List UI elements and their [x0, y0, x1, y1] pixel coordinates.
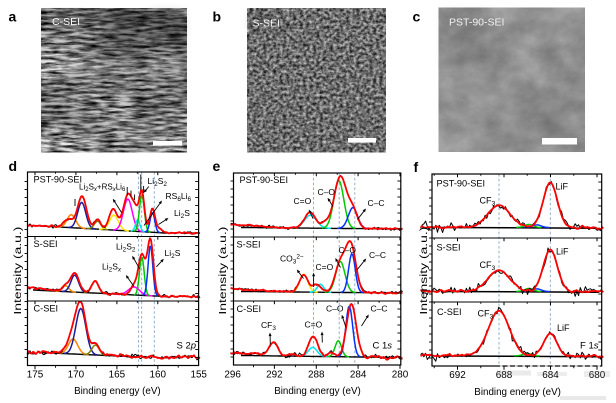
svg-text:680: 680 — [589, 370, 606, 381]
svg-text:S-SEI: S-SEI — [34, 239, 58, 249]
svg-text:Li2​S: Li2​S — [174, 208, 190, 220]
svg-text:PST-90-SEI: PST-90-SEI — [240, 175, 289, 185]
svg-text:d: d — [9, 158, 18, 174]
svg-text:a: a — [9, 9, 17, 25]
svg-text:e: e — [213, 158, 221, 174]
svg-text:Li2​S2​: Li2​S2​ — [116, 242, 136, 254]
svg-text:284: 284 — [350, 370, 367, 381]
svg-text:CO3​2−​: CO3​2−​ — [280, 254, 304, 266]
svg-text:b: b — [213, 9, 222, 25]
svg-text:170: 170 — [68, 370, 85, 381]
svg-text:PST-90-SEI: PST-90-SEI — [34, 175, 83, 185]
svg-text:Intensity (a.u.): Intensity (a.u.) — [13, 227, 24, 315]
svg-text:LiF: LiF — [557, 323, 570, 333]
svg-text:684: 684 — [542, 370, 559, 381]
svg-text:288: 288 — [308, 370, 325, 381]
svg-text:C–O: C–O — [339, 245, 357, 255]
svg-text:PST-90-SEI: PST-90-SEI — [437, 179, 486, 189]
svg-text:PST-90-SEI: PST-90-SEI — [449, 17, 504, 29]
svg-text:280: 280 — [392, 370, 409, 381]
svg-text:C–C: C–C — [371, 304, 388, 314]
svg-text:S-SEI: S-SEI — [437, 243, 461, 253]
svg-text:S-SEI: S-SEI — [253, 18, 280, 30]
svg-text:296: 296 — [224, 370, 241, 381]
svg-text:C–C: C–C — [368, 198, 385, 208]
svg-text:292: 292 — [266, 370, 282, 381]
svg-text:C=O: C=O — [316, 262, 334, 272]
svg-text:LiF: LiF — [556, 182, 569, 192]
svg-text:Li2​S2​: Li2​S2​ — [148, 176, 168, 188]
svg-text:S-SEI: S-SEI — [237, 240, 261, 250]
svg-text:165: 165 — [109, 370, 126, 381]
svg-text:Li2​S: Li2​S — [165, 248, 181, 260]
svg-text:RS6​Li6​: RS6​Li6​ — [166, 191, 192, 203]
svg-text:Binding energy (eV): Binding energy (eV) — [274, 386, 361, 397]
svg-text:160: 160 — [150, 370, 167, 381]
svg-text:155: 155 — [190, 370, 207, 381]
svg-text:CF3​: CF3​ — [478, 309, 494, 321]
svg-text:C-SEI: C-SEI — [52, 16, 80, 28]
svg-text:Intensity (a.u.): Intensity (a.u.) — [419, 227, 430, 315]
svg-text:Li2​Sx​: Li2​Sx​ — [102, 262, 122, 274]
svg-text:C–O: C–O — [326, 304, 344, 314]
svg-text:C-SEI: C-SEI — [437, 307, 462, 317]
svg-text:f: f — [414, 159, 419, 175]
svg-text:C 1s: C 1s — [373, 341, 393, 352]
svg-text:C-SEI: C-SEI — [34, 304, 59, 314]
svg-text:Binding energy (eV): Binding energy (eV) — [74, 386, 161, 397]
svg-text:F 1s: F 1s — [580, 341, 599, 352]
svg-text:175: 175 — [27, 370, 44, 381]
svg-text:CF3​: CF3​ — [261, 320, 276, 332]
svg-text:688: 688 — [496, 370, 513, 381]
svg-text:C=O: C=O — [294, 196, 312, 206]
svg-text:CF3​: CF3​ — [480, 260, 496, 272]
svg-text:c: c — [413, 9, 421, 25]
svg-text:S 2p: S 2p — [177, 341, 197, 352]
svg-text:CF3​: CF3​ — [480, 196, 496, 208]
svg-text:Intensity (a.u.): Intensity (a.u.) — [218, 227, 229, 315]
svg-text:C–C: C–C — [369, 250, 386, 260]
svg-text:C-SEI: C-SEI — [237, 304, 262, 314]
svg-text:LiF: LiF — [556, 247, 569, 257]
svg-text:C=O: C=O — [305, 320, 323, 330]
svg-text:Binding energy (eV): Binding energy (eV) — [474, 387, 561, 398]
svg-text:C–O: C–O — [318, 187, 336, 197]
svg-text:Li2​Sx​+RSx​Li6​: Li2​Sx​+RSx​Li6​ — [79, 183, 126, 194]
svg-text:692: 692 — [449, 370, 465, 381]
